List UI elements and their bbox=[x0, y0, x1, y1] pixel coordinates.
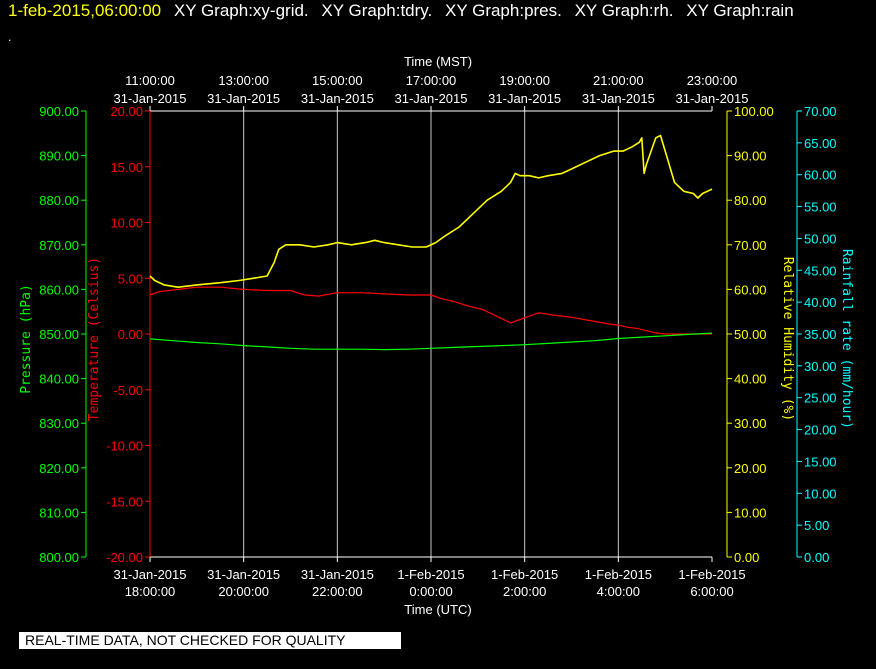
x-tick-label-top: 31-Jan-2015 bbox=[114, 91, 187, 106]
rainfall-tick-label: 50.00 bbox=[804, 231, 837, 246]
humidity-tick-label: 10.00 bbox=[734, 505, 767, 520]
x-tick-label-top: 15:00:00 bbox=[312, 73, 363, 88]
temperature-tick-label: 15.00 bbox=[110, 160, 143, 175]
temperature-tick-label: -15.00 bbox=[106, 494, 143, 509]
x-tick-label-top: 31-Jan-2015 bbox=[207, 91, 280, 106]
temperature-tick-label: 10.00 bbox=[110, 216, 143, 231]
pressure-tick-label: 810.00 bbox=[39, 505, 79, 520]
rainfall-tick-label: 0.00 bbox=[804, 550, 829, 565]
graph-title-xy-grid: XY Graph:xy-grid. bbox=[173, 1, 309, 20]
pressure-tick-label: 850.00 bbox=[39, 327, 79, 342]
rainfall-tick-label: 40.00 bbox=[804, 295, 837, 310]
x-tick-label-bottom: 31-Jan-2015 bbox=[301, 567, 374, 582]
graph-title-bar: 1-feb-2015,06:00:00 XY Graph:xy-grid. XY… bbox=[8, 1, 794, 21]
x-tick-label-bottom: 2:00:00 bbox=[503, 584, 546, 599]
x-tick-label-bottom: 20:00:00 bbox=[218, 584, 269, 599]
rainfall-axis-label: Rainfall rate (mm/hour) bbox=[839, 249, 854, 429]
pressure-series-line bbox=[149, 332, 713, 351]
rainfall-tick-label: 20.00 bbox=[804, 423, 837, 438]
graph-title-pres: XY Graph:pres. bbox=[445, 1, 562, 20]
x-tick-label-top: 31-Jan-2015 bbox=[488, 91, 561, 106]
graph-title-rain: XY Graph:rain bbox=[686, 1, 794, 20]
humidity-series-line bbox=[149, 134, 713, 289]
humidity-tick-label: 0.00 bbox=[734, 550, 759, 565]
humidity-tick-label: 20.00 bbox=[734, 461, 767, 476]
humidity-tick-label: 80.00 bbox=[734, 193, 767, 208]
x-tick-label-bottom: 31-Jan-2015 bbox=[114, 567, 187, 582]
x-tick-label-top: 21:00:00 bbox=[593, 73, 644, 88]
humidity-tick-label: 40.00 bbox=[734, 372, 767, 387]
x-tick-label-top: 31-Jan-2015 bbox=[395, 91, 468, 106]
x-tick-label-top: 23:00:00 bbox=[687, 73, 738, 88]
x-tick-label-bottom: 1-Feb-2015 bbox=[678, 567, 745, 582]
timestamp: 1-feb-2015,06:00:00 bbox=[8, 1, 162, 20]
pressure-tick-label: 900.00 bbox=[39, 104, 79, 119]
x-tick-label-top: 17:00:00 bbox=[406, 73, 457, 88]
rainfall-tick-label: 30.00 bbox=[804, 359, 837, 374]
rainfall-tick-label: 70.00 bbox=[804, 104, 837, 119]
temperature-tick-label: 0.00 bbox=[118, 327, 143, 342]
temperature-tick-label: 20.00 bbox=[110, 104, 143, 119]
humidity-tick-label: 70.00 bbox=[734, 238, 767, 253]
x-tick-label-bottom: 22:00:00 bbox=[312, 584, 363, 599]
x-tick-label-bottom: 31-Jan-2015 bbox=[207, 567, 280, 582]
x-tick-label-top: 31-Jan-2015 bbox=[301, 91, 374, 106]
temperature-axis-label: Temperature (Celsius) bbox=[87, 257, 102, 421]
temperature-tick-label: 5.00 bbox=[118, 271, 143, 286]
graph-title-tdry: XY Graph:tdry. bbox=[321, 1, 433, 20]
rainfall-tick-label: 35.00 bbox=[804, 327, 837, 342]
x-tick-label-bottom: 4:00:00 bbox=[597, 584, 640, 599]
rainfall-tick-label: 45.00 bbox=[804, 263, 837, 278]
temperature-tick-label: -5.00 bbox=[113, 383, 143, 398]
pressure-tick-label: 860.00 bbox=[39, 282, 79, 297]
rainfall-tick-label: 5.00 bbox=[804, 518, 829, 533]
pressure-axis-label: Pressure (hPa) bbox=[19, 284, 34, 394]
x-tick-label-bottom: 0:00:00 bbox=[409, 584, 452, 599]
pressure-tick-label: 870.00 bbox=[39, 238, 79, 253]
x-tick-label-top: 31-Jan-2015 bbox=[582, 91, 655, 106]
rainfall-tick-label: 15.00 bbox=[804, 454, 837, 469]
graph-title-rh: XY Graph:rh. bbox=[574, 1, 674, 20]
rainfall-tick-label: 60.00 bbox=[804, 168, 837, 183]
pressure-tick-label: 840.00 bbox=[39, 372, 79, 387]
x-tick-label-top: 19:00:00 bbox=[499, 73, 550, 88]
x-tick-label-bottom: 18:00:00 bbox=[125, 584, 176, 599]
pressure-tick-label: 820.00 bbox=[39, 461, 79, 476]
rainfall-tick-label: 10.00 bbox=[804, 486, 837, 501]
temperature-series-line bbox=[149, 286, 712, 335]
x-tick-label-bottom: 6:00:00 bbox=[690, 584, 733, 599]
quality-notice: REAL-TIME DATA, NOT CHECKED FOR QUALITY bbox=[19, 632, 401, 649]
temperature-tick-label: -10.00 bbox=[106, 439, 143, 454]
pressure-tick-label: 800.00 bbox=[39, 550, 79, 565]
humidity-tick-label: 100.00 bbox=[734, 104, 774, 119]
humidity-tick-label: 30.00 bbox=[734, 416, 767, 431]
x-tick-label-bottom: 1-Feb-2015 bbox=[585, 567, 652, 582]
x-tick-label-top: 31-Jan-2015 bbox=[676, 91, 749, 106]
pressure-tick-label: 830.00 bbox=[39, 416, 79, 431]
pressure-tick-label: 880.00 bbox=[39, 193, 79, 208]
rainfall-tick-label: 55.00 bbox=[804, 200, 837, 215]
humidity-tick-label: 90.00 bbox=[734, 149, 767, 164]
pressure-tick-label: 890.00 bbox=[39, 149, 79, 164]
humidity-axis-label: Relative Humidity (%) bbox=[780, 257, 795, 421]
stray-mark: . bbox=[8, 30, 12, 44]
x-tick-label-top: 11:00:00 bbox=[125, 73, 175, 88]
temperature-tick-label: -20.00 bbox=[106, 550, 143, 565]
humidity-tick-label: 60.00 bbox=[734, 282, 767, 297]
x-axis-label-top: Time (MST) bbox=[404, 54, 472, 69]
x-tick-label-bottom: 1-Feb-2015 bbox=[491, 567, 558, 582]
rainfall-tick-label: 25.00 bbox=[804, 391, 837, 406]
humidity-tick-label: 50.00 bbox=[734, 327, 767, 342]
x-tick-label-top: 13:00:00 bbox=[218, 73, 269, 88]
x-tick-label-bottom: 1-Feb-2015 bbox=[397, 567, 464, 582]
rainfall-tick-label: 65.00 bbox=[804, 136, 837, 151]
x-axis-label-bottom: Time (UTC) bbox=[404, 602, 471, 617]
